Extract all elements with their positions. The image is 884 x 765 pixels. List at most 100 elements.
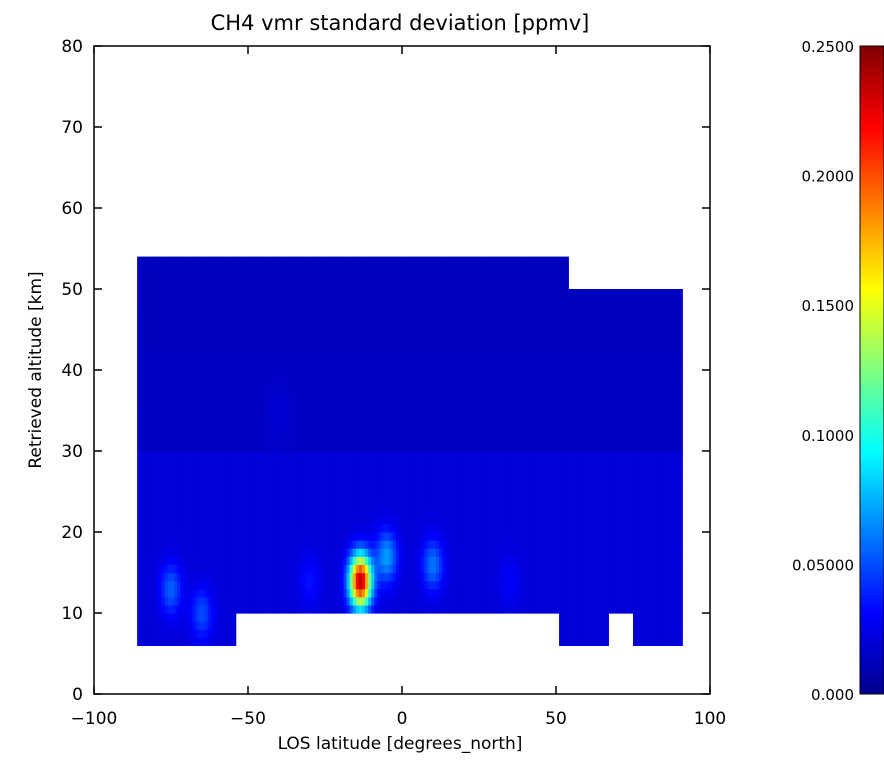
- heatmap-cell: [423, 434, 428, 444]
- heatmap-cell: [469, 410, 474, 420]
- heatmap-cell: [312, 410, 317, 420]
- heatmap-cell: [158, 313, 163, 322]
- heatmap-cell: [171, 613, 175, 622]
- heatmap-cell: [442, 507, 446, 517]
- heatmap-cell: [146, 637, 151, 646]
- heatmap-cell: [346, 442, 351, 452]
- heatmap-cell: [392, 523, 397, 533]
- heatmap-cell: [167, 459, 172, 468]
- heatmap-cell: [303, 353, 308, 363]
- heatmap-cell: [180, 442, 184, 452]
- heatmap-cell: [288, 475, 292, 484]
- heatmap-cell: [155, 499, 160, 509]
- heatmap-cell: [402, 386, 406, 395]
- heatmap-cell: [198, 523, 203, 533]
- heatmap-cell: [281, 272, 286, 282]
- heatmap-cell: [254, 483, 258, 493]
- heatmap-cell: [251, 491, 255, 501]
- heatmap-cell: [189, 604, 194, 614]
- heatmap-cell: [232, 572, 237, 582]
- heatmap-cell: [334, 451, 338, 460]
- heatmap-cell: [248, 548, 252, 557]
- heatmap-cell: [263, 564, 268, 574]
- heatmap-cell: [155, 637, 160, 646]
- heatmap-cell: [451, 345, 455, 355]
- heatmap-cell: [180, 637, 184, 646]
- heatmap-cell: [260, 451, 264, 460]
- heatmap-cell: [331, 386, 335, 395]
- heatmap-cell: [340, 305, 345, 314]
- heatmap-cell: [180, 540, 184, 549]
- heatmap-cell: [189, 556, 194, 565]
- heatmap-cell: [368, 475, 372, 484]
- heatmap-cell: [235, 475, 240, 484]
- heatmap-cell: [143, 313, 147, 322]
- heatmap-cell: [140, 256, 144, 266]
- heatmap-cell: [266, 321, 271, 331]
- heatmap-cell: [451, 483, 455, 493]
- heatmap-cell: [352, 402, 357, 412]
- heatmap-cell: [358, 370, 363, 379]
- heatmap-cell: [177, 256, 181, 266]
- heatmap-cell: [358, 467, 363, 476]
- heatmap-cell: [328, 361, 332, 371]
- heatmap-cell: [198, 378, 203, 387]
- heatmap-cell: [146, 613, 151, 622]
- heatmap-cell: [183, 329, 187, 339]
- heatmap-cell: [451, 556, 455, 565]
- heatmap-cell: [398, 588, 403, 598]
- heatmap-cell: [414, 345, 418, 355]
- heatmap-cell: [312, 540, 317, 549]
- heatmap-cell: [371, 297, 375, 306]
- heatmap-cell: [334, 572, 338, 582]
- heatmap-cell: [352, 434, 357, 444]
- heatmap-cell: [164, 637, 169, 646]
- heatmap-cell: [414, 305, 418, 314]
- heatmap-cell: [207, 572, 212, 582]
- heatmap-cell: [303, 515, 308, 525]
- heatmap-cell: [469, 264, 474, 274]
- heatmap-cell: [411, 256, 415, 266]
- heatmap-cell: [463, 386, 468, 395]
- heatmap-cell: [223, 378, 228, 387]
- heatmap-cell: [417, 280, 422, 290]
- heatmap-cell: [281, 451, 286, 460]
- heatmap-cell: [325, 572, 329, 582]
- heatmap-cell: [149, 361, 154, 371]
- heatmap-cell: [235, 572, 240, 582]
- heatmap-cell: [438, 264, 443, 274]
- heatmap-cell: [146, 297, 151, 306]
- heatmap-cell: [395, 313, 400, 322]
- heatmap-cell: [337, 556, 341, 565]
- heatmap-cell: [158, 361, 163, 371]
- heatmap-cell: [402, 540, 406, 549]
- heatmap-cell: [408, 532, 412, 541]
- heatmap-cell: [161, 604, 166, 614]
- heatmap-cell: [275, 410, 280, 420]
- heatmap-cell: [435, 451, 440, 460]
- heatmap-cell: [152, 297, 157, 306]
- heatmap-cell: [438, 515, 443, 525]
- heatmap-cell: [355, 540, 360, 549]
- heatmap-cell: [435, 264, 440, 274]
- heatmap-cell: [201, 604, 206, 614]
- heatmap-cell: [149, 637, 154, 646]
- heatmap-cell: [235, 410, 240, 420]
- heatmap-cell: [469, 345, 474, 355]
- heatmap-cell: [211, 475, 215, 484]
- heatmap-cell: [423, 604, 428, 614]
- heatmap-cell: [195, 297, 200, 306]
- heatmap-cell: [226, 596, 231, 606]
- heatmap-cell: [174, 556, 178, 565]
- heatmap-cell: [469, 289, 474, 298]
- heatmap-cell: [149, 629, 154, 638]
- heatmap-cell: [358, 604, 363, 614]
- heatmap-cell: [214, 580, 218, 590]
- heatmap-cell: [355, 596, 360, 606]
- heatmap-cell: [263, 378, 268, 387]
- heatmap-cell: [429, 588, 434, 598]
- heatmap-cell: [238, 572, 243, 582]
- heatmap-cell: [300, 588, 305, 598]
- heatmap-cell: [198, 264, 203, 274]
- heatmap-cell: [195, 532, 200, 541]
